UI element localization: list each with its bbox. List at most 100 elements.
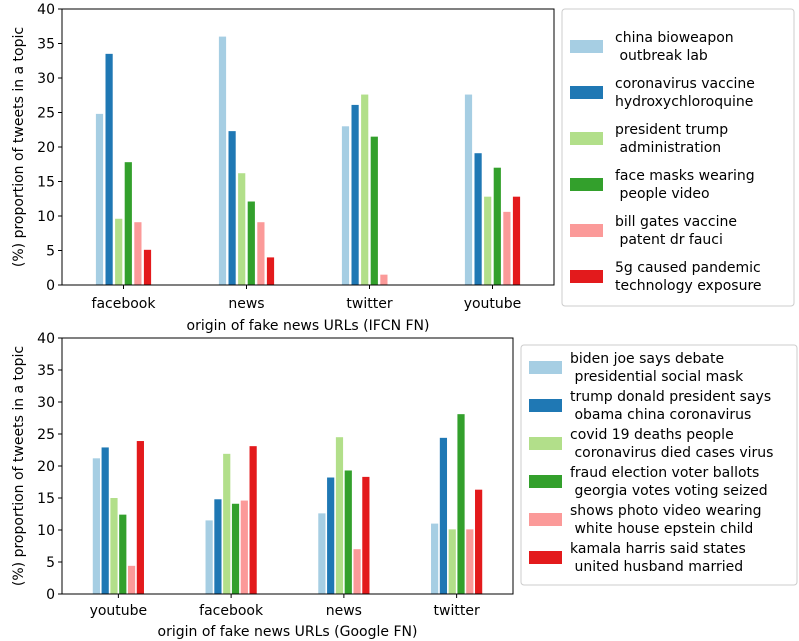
legend-swatch xyxy=(529,551,562,564)
y-tick-label: 5 xyxy=(46,555,55,571)
x-tick-label: facebook xyxy=(92,296,157,312)
bar-facebook-series-2 xyxy=(214,499,222,594)
bar-youtube-series-1 xyxy=(92,458,100,594)
legend-swatch xyxy=(570,270,603,283)
bar-twitter-series-5 xyxy=(466,529,474,594)
legend-frame xyxy=(561,8,795,307)
bar-facebook-series-5 xyxy=(134,222,142,285)
legend-swatch xyxy=(570,224,603,237)
bar-twitter-series-1 xyxy=(431,523,439,594)
bar-youtube-series-1 xyxy=(464,94,473,285)
legend-swatch xyxy=(570,40,603,53)
y-tick-label: 15 xyxy=(37,175,55,191)
bar-facebook-series-4 xyxy=(231,503,240,594)
bar-twitter-series-6 xyxy=(475,489,483,594)
bar-facebook-series-4 xyxy=(124,162,132,285)
x-tick-label: youtube xyxy=(464,296,522,312)
chart-2: 0 5 10 15 20 25 30 35 40 youtube facebook news twitt… xyxy=(11,331,798,640)
bar-news-series-3 xyxy=(238,173,246,285)
bar-news-series-2 xyxy=(228,131,236,285)
bar-facebook-series-3 xyxy=(223,453,231,594)
y-tick-label: 40 xyxy=(37,331,55,347)
y-tick-label: 10 xyxy=(37,523,55,539)
bar-youtube-series-5 xyxy=(503,211,511,285)
legend-swatch xyxy=(529,399,562,412)
y-tick-label: 40 xyxy=(37,2,55,18)
bar-facebook-series-6 xyxy=(143,249,152,285)
legend-label: 5g caused pandemic xyxy=(615,260,761,276)
y-tick-label: 20 xyxy=(37,459,55,475)
legend-label: united husband married xyxy=(570,559,743,575)
bar-facebook-series-3 xyxy=(115,218,123,285)
legend-swatch xyxy=(529,437,562,450)
legend-swatch xyxy=(570,132,603,145)
bar-news-series-1 xyxy=(318,513,326,594)
legend: biden joe says debate presidential socia… xyxy=(520,344,798,586)
y-tick-label: 15 xyxy=(37,491,55,507)
bar-twitter-series-1 xyxy=(341,126,350,285)
bar-youtube-series-4 xyxy=(119,514,127,594)
x-axis-label: origin of fake news URLs (IFCN FN) xyxy=(187,318,430,334)
bar-twitter-series-4 xyxy=(370,136,378,285)
legend-label: trump donald president says xyxy=(570,389,771,405)
legend-label: face masks wearing xyxy=(615,168,755,184)
y-axis-label: (%) proportion of tweets in a topic xyxy=(11,27,27,267)
y-tick-label: 20 xyxy=(37,140,55,156)
bar-youtube-series-4 xyxy=(493,167,501,285)
bar-twitter-series-2 xyxy=(351,104,359,285)
y-tick-label: 10 xyxy=(37,209,55,225)
legend-label: coronavirus died cases virus xyxy=(570,445,773,461)
bar-facebook-series-6 xyxy=(249,446,257,594)
bar-youtube-series-2 xyxy=(474,153,482,285)
x-tick-label: youtube xyxy=(90,603,148,619)
legend-label: hydroxychloroquine xyxy=(615,94,753,110)
y-tick-label: 0 xyxy=(46,278,55,294)
x-tick-label: news xyxy=(326,603,362,619)
bar-twitter-series-3 xyxy=(448,529,456,594)
legend-label: kamala harris said states xyxy=(570,541,746,557)
x-tick-label: facebook xyxy=(199,603,264,619)
legend-label: administration xyxy=(615,140,721,156)
legend-swatch xyxy=(529,513,562,526)
x-tick-label: twitter xyxy=(434,603,480,619)
bar-news-series-3 xyxy=(335,437,344,594)
legend-label: white house epstein child xyxy=(570,521,753,537)
bar-twitter-series-4 xyxy=(457,414,465,594)
bar-twitter-series-3 xyxy=(361,94,369,285)
legend: china bioweapon outbreak lab coronavirus … xyxy=(561,8,795,307)
y-tick-label: 35 xyxy=(37,363,55,379)
bar-youtube-series-3 xyxy=(110,498,118,594)
legend-label: shows photo video wearing xyxy=(570,503,762,519)
legend-swatch xyxy=(570,86,603,99)
bar-youtube-series-3 xyxy=(484,196,492,285)
bar-facebook-series-1 xyxy=(95,113,104,285)
y-tick-label: 25 xyxy=(37,106,55,122)
y-tick-label: 0 xyxy=(46,587,55,603)
y-tick-label: 25 xyxy=(37,427,55,443)
bar-youtube-series-6 xyxy=(512,196,521,285)
chart-1: 0 5 10 15 20 25 30 35 40 facebook news twitter youtu… xyxy=(11,2,795,334)
legend-frame xyxy=(520,344,798,586)
bar-news-series-2 xyxy=(327,477,335,594)
bar-youtube-series-6 xyxy=(136,441,144,594)
bar-twitter-series-2 xyxy=(439,437,448,594)
bar-facebook-series-2 xyxy=(105,53,113,285)
legend-swatch xyxy=(529,361,562,374)
legend-label: fraud election voter ballots xyxy=(570,465,759,481)
bar-youtube-series-5 xyxy=(127,565,136,594)
y-axis-label: (%) proportion of tweets in a topic xyxy=(11,346,27,586)
y-tick-label: 5 xyxy=(46,244,55,260)
legend-label: china bioweapon xyxy=(615,30,734,46)
legend-label: technology exposure xyxy=(615,278,762,294)
legend-swatch xyxy=(529,475,562,488)
y-tick-label: 30 xyxy=(37,395,55,411)
bar-news-series-4 xyxy=(344,470,352,594)
legend-label: outbreak lab xyxy=(615,48,708,64)
legend-label: coronavirus vaccine xyxy=(615,76,755,92)
y-tick-label: 35 xyxy=(37,37,55,53)
x-axis-label: origin of fake news URLs (Google FN) xyxy=(158,624,418,640)
legend-label: presidential social mask xyxy=(570,369,744,385)
legend-label: patent dr fauci xyxy=(615,232,723,248)
bar-news-series-4 xyxy=(247,201,255,285)
